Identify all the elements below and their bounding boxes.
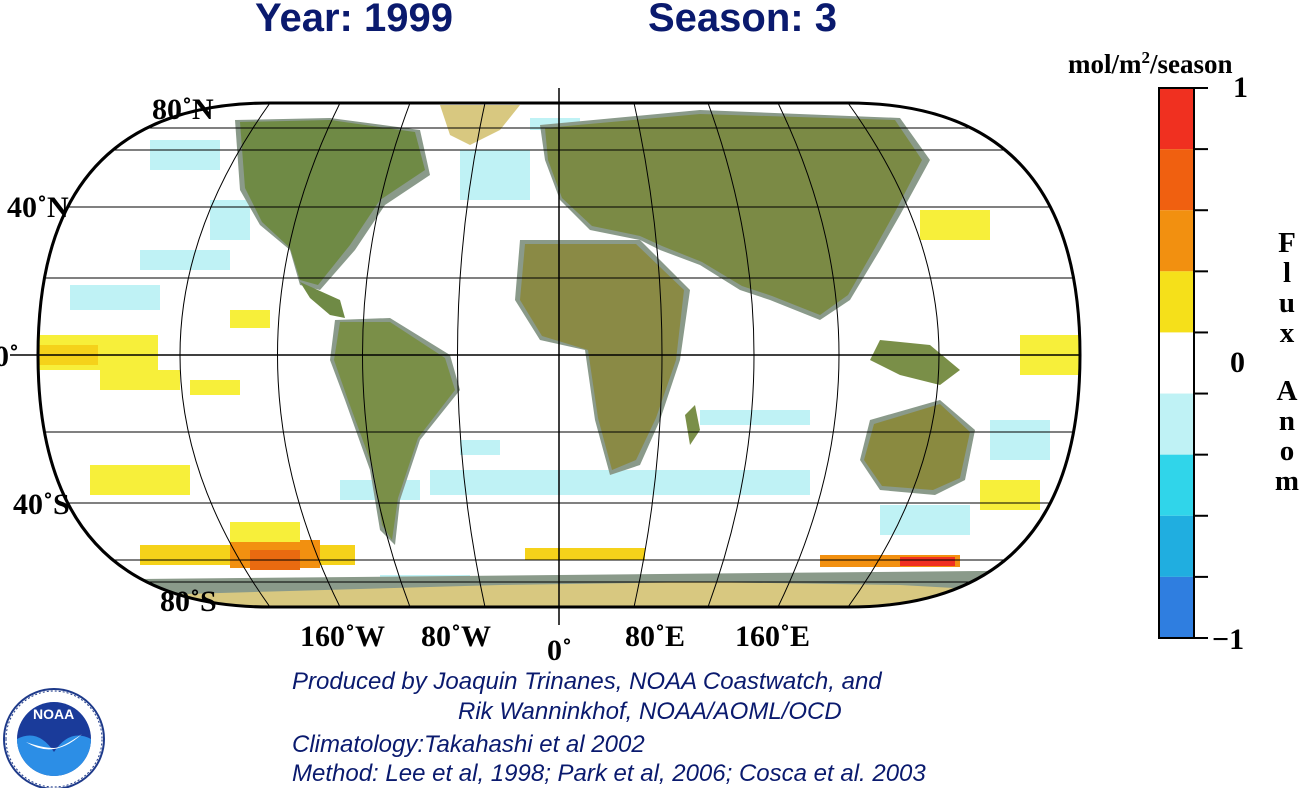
lat-label-40s: 40˚S [13,488,70,521]
colorbar-mid-label: 0 [1230,346,1245,379]
lat-label-40n: 40˚N [7,191,69,224]
land-masses [38,105,1080,607]
noaa-logo-text: NOAA [33,706,75,722]
colorbar-swatch [1159,515,1194,577]
colorbar-swatch [1159,393,1194,455]
lon-label-80w: 80˚W [421,620,491,653]
colorbar-frame [1158,87,1195,639]
map-outline [36,101,1082,609]
lat-label-80s: 80˚S [160,585,217,618]
colorbar-swatch [1159,149,1194,211]
lat-label-0: 0˚ [0,340,19,373]
lon-label-80e: 80˚E [625,620,685,653]
colorbar-swatch [1159,576,1194,638]
credit-line-1: Produced by Joaquin Trinanes, NOAA Coast… [292,668,882,695]
colorbar-swatch [1159,88,1194,150]
colorbar-swatch [1159,454,1194,516]
colorbar-max-label: 1 [1233,71,1248,104]
colorbar [1158,87,1208,639]
colorbar-units: mol/m2/season [1068,48,1233,79]
colorbar-min-label: −1 [1212,623,1245,656]
lon-label-0: 0˚ [547,634,572,667]
title-season: Season: 3 [648,0,837,40]
colorbar-swatch [1159,332,1194,394]
noaa-logo [3,688,105,788]
lon-label-160w: 160˚W [300,620,385,653]
credit-line-4: Method: Lee et al, 1998; Park et al, 200… [292,760,926,787]
colorbar-swatch [1159,210,1194,272]
lon-label-160e: 160˚E [735,620,810,653]
lat-label-80n: 80˚N [152,93,214,126]
title-year: Year: 1999 [255,0,453,40]
credit-line-3: Climatology:Takahashi et al 2002 [292,731,645,758]
credit-line-2: Rik Wanninkhof, NOAA/AOML/OCD [458,698,842,725]
colorbar-swatch [1159,271,1194,333]
